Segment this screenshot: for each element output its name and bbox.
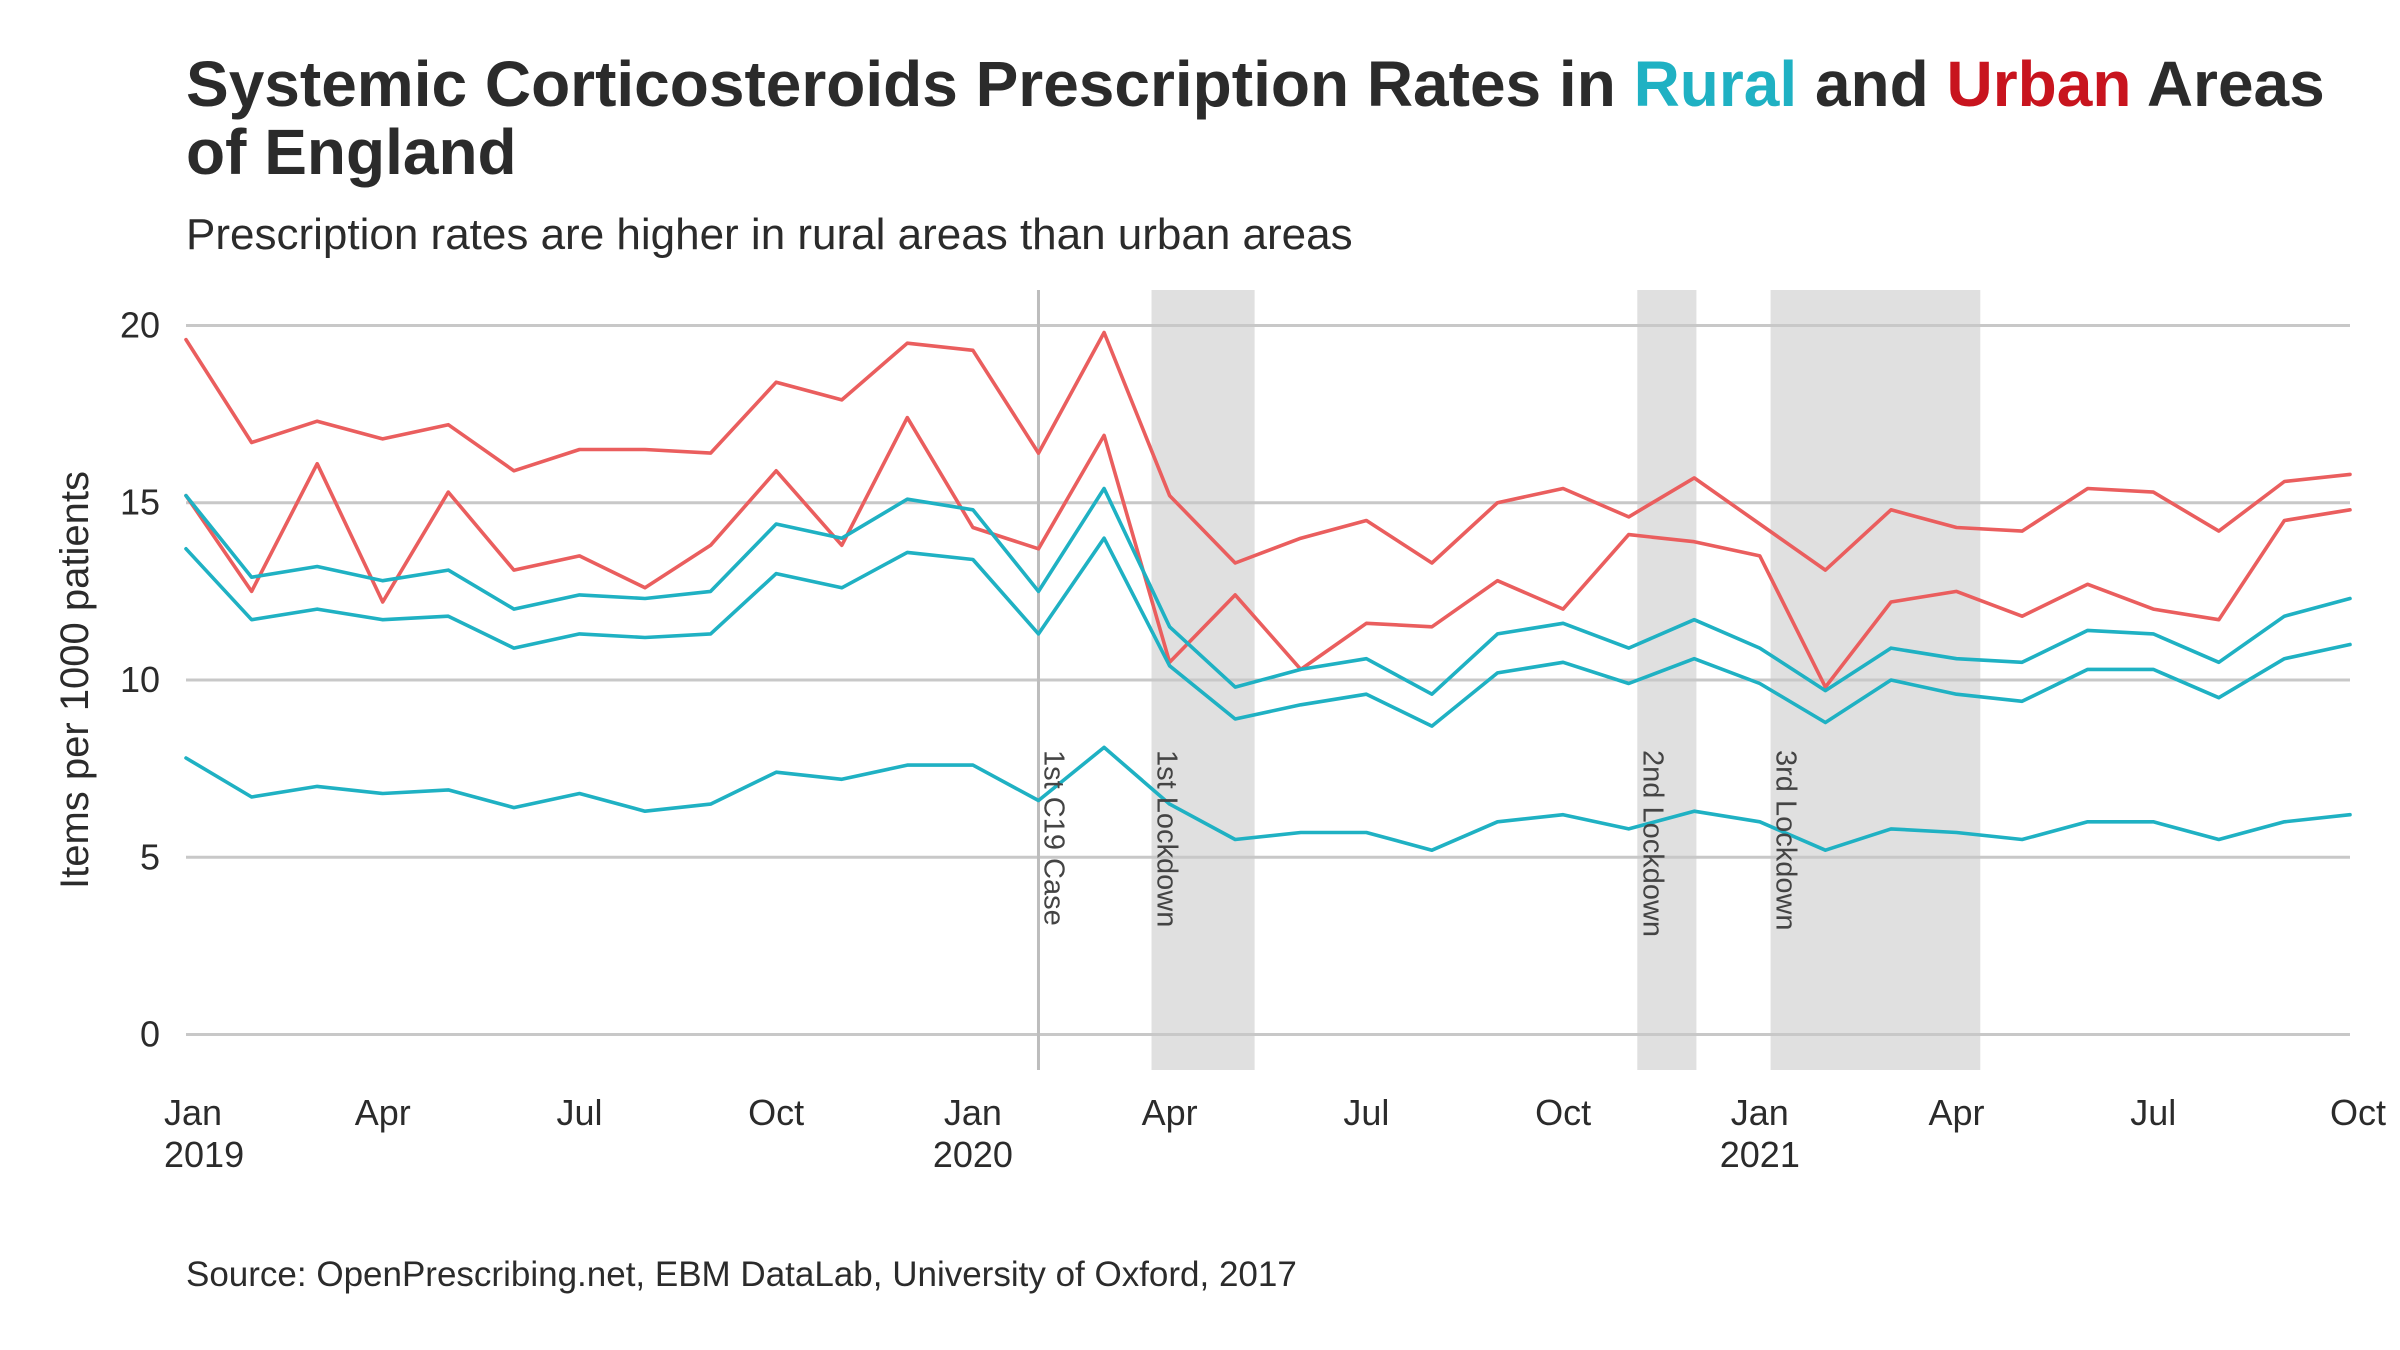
- annotation-label-2: 1st Lockdown: [1151, 750, 1183, 927]
- x-tick-label-2019-04: Apr: [355, 1092, 411, 1133]
- y-tick-label-10: 10: [120, 659, 160, 700]
- x-tick-year-2021: 2021: [1720, 1134, 1800, 1175]
- y-tick-label-0: 0: [140, 1014, 160, 1055]
- title-urban-word: Urban: [1946, 48, 2132, 120]
- x-tick-label-2021-10: Oct: [2330, 1092, 2386, 1133]
- x-tick-label-2020-04: Apr: [1142, 1092, 1198, 1133]
- y-axis-title: Items per 1000 patients: [53, 471, 97, 889]
- x-tick-year-2020: 2020: [933, 1134, 1013, 1175]
- source-caption: Source: OpenPrescribing.net, EBM DataLab…: [186, 1255, 1297, 1294]
- y-tick-label-15: 15: [120, 482, 160, 523]
- x-tick-label-2021-04: Apr: [1929, 1092, 1985, 1133]
- x-tick-year-2019: 2019: [164, 1134, 244, 1175]
- x-tick-label-2020-01: Jan: [944, 1092, 1002, 1133]
- rural-series-line-5: [184, 745, 2352, 853]
- x-tick-label-2020-07: Jul: [1343, 1092, 1389, 1133]
- x-tick-label-2021-01: Jan: [1731, 1092, 1789, 1133]
- series-lines: [184, 330, 2352, 853]
- y-tick-label-5: 5: [140, 836, 160, 877]
- annotation-label-4: 3rd Lockdown: [1770, 750, 1802, 931]
- urban-series-line-1: [184, 330, 2352, 572]
- title-rural-word: Rural: [1633, 48, 1798, 120]
- title-prefix: Systemic Corticosteroids Prescription Ra…: [186, 48, 1634, 120]
- annotation-labels: 1st C19 Case 1st Lockdown 2nd Lockdown 3rd …: [1037, 750, 1801, 937]
- x-tick-label-2019-10: Oct: [748, 1092, 804, 1133]
- annotation-label-1: 1st C19 Case: [1037, 750, 1069, 926]
- x-tick-label-2019-07: Jul: [556, 1092, 602, 1133]
- chart-subtitle: Prescription rates are higher in rural a…: [186, 210, 1353, 259]
- urban-series-line-2: [184, 415, 2352, 689]
- rural-series-line-4: [184, 536, 2352, 728]
- rural-series-line-3: [184, 486, 2352, 697]
- x-tick-label-2020-10: Oct: [1535, 1092, 1591, 1133]
- x-tick-label-2019-01: Jan: [164, 1092, 222, 1133]
- chart-title: Systemic Corticosteroids Prescription Ra…: [186, 50, 2386, 186]
- y-tick-label-20: 20: [120, 304, 160, 345]
- annotation-label-3: 2nd Lockdown: [1636, 750, 1668, 937]
- title-suffix: Areas of England: [186, 48, 2325, 188]
- x-tick-label-2021-07: Jul: [2130, 1092, 2176, 1133]
- y-axis: 0 5 10 15 20: [120, 304, 160, 1054]
- title-middle: and: [1797, 48, 1947, 120]
